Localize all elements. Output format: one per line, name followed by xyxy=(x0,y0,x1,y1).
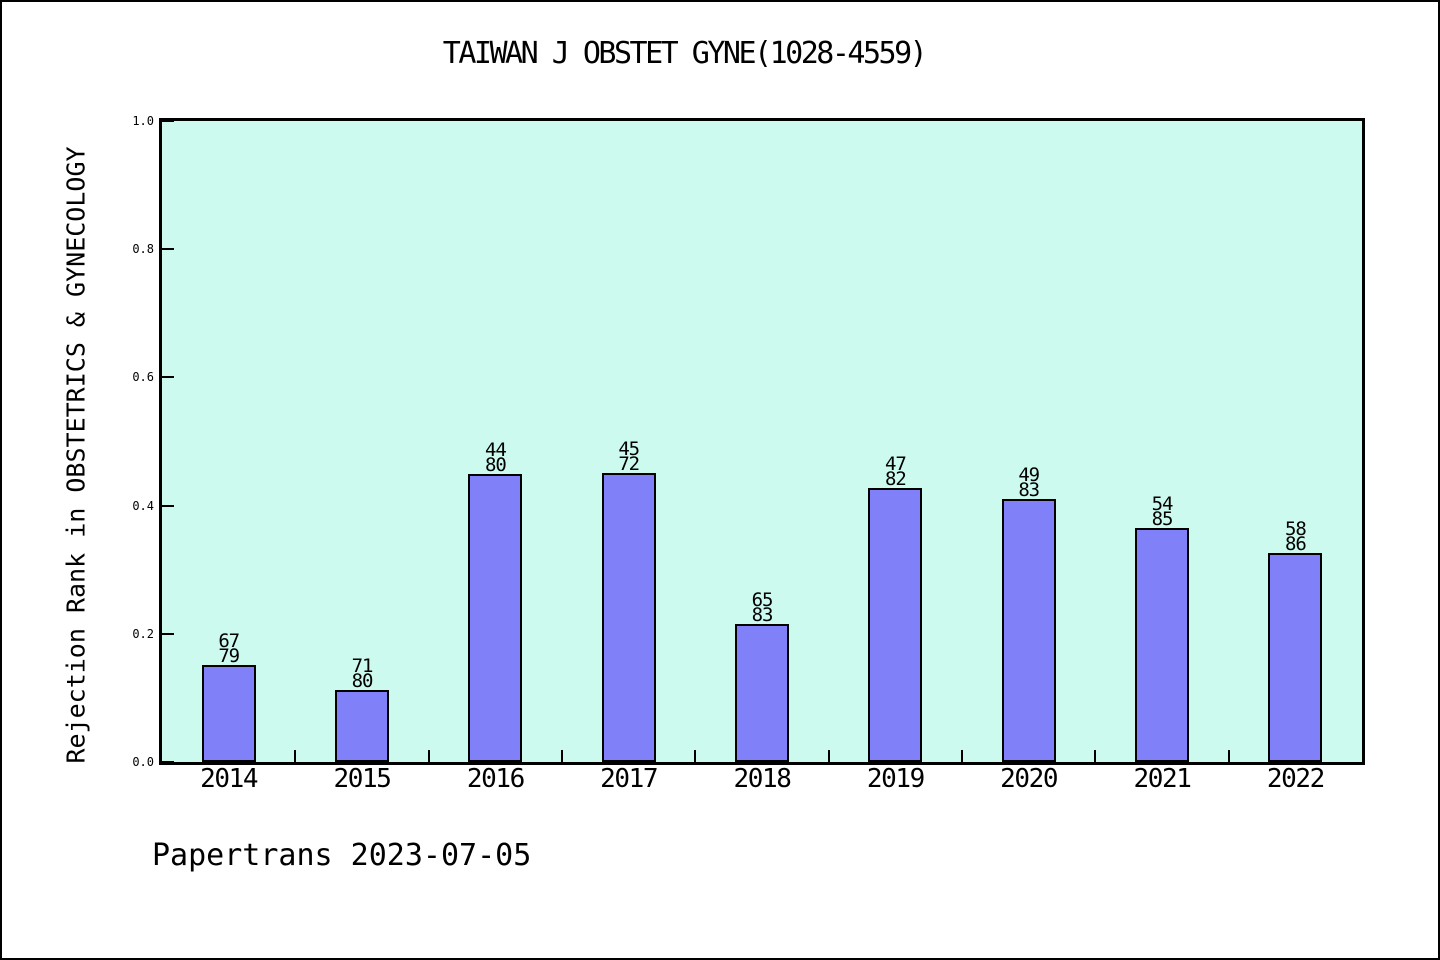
y-tick-mark xyxy=(162,504,174,507)
y-tick-label: 0.6 xyxy=(132,370,154,385)
x-tick-mark xyxy=(561,750,563,762)
bar-2022 xyxy=(1268,553,1323,762)
y-tick-label: 0.2 xyxy=(132,626,154,641)
y-tick-label: 0.8 xyxy=(132,242,154,257)
x-tick-mark xyxy=(1094,750,1097,762)
bar-value-label: 45 72 xyxy=(589,438,669,475)
bar-value-line: 54 xyxy=(1151,493,1174,515)
x-tick-mark xyxy=(694,750,697,762)
bar-value-line: 86 xyxy=(1284,533,1307,555)
x-tick-label: 2016 xyxy=(466,764,525,794)
x-tick-mark xyxy=(294,750,297,762)
x-tick-label: 2019 xyxy=(866,764,925,794)
chart-title: TAIWAN J OBSTET GYNE(1028-4559) xyxy=(442,36,928,71)
bar-value-line: 58 xyxy=(1284,518,1307,540)
bar-value-line: 82 xyxy=(884,468,907,490)
y-tick-mark xyxy=(162,632,174,635)
bar-2015 xyxy=(335,690,389,762)
x-tick-label: 2015 xyxy=(333,764,391,794)
bar-value-line: 83 xyxy=(751,604,774,626)
y-tick-label: 0.4 xyxy=(132,498,154,513)
y-tick-mark xyxy=(162,248,174,251)
watermark-text: Papertrans 2023-07-05 xyxy=(152,838,532,873)
bar-value-label: 65 83 xyxy=(722,589,802,626)
bar-value-line: 44 xyxy=(484,439,507,461)
bar-value-line: 72 xyxy=(618,453,640,475)
bar-2019 xyxy=(868,488,923,762)
x-tick-mark xyxy=(427,750,430,762)
y-tick-mark xyxy=(162,761,174,763)
bar-value-label: 58 86 xyxy=(1255,518,1335,555)
bar-value-line: 47 xyxy=(884,453,907,475)
bar-value-line: 45 xyxy=(618,438,640,460)
y-tick-label: 1.0 xyxy=(132,114,154,128)
bar-2020 xyxy=(1001,499,1056,762)
y-tick-label: 0.0 xyxy=(132,755,154,769)
x-tick-label: 2014 xyxy=(200,764,258,794)
bar-2018 xyxy=(735,624,789,762)
bar-value-line: 49 xyxy=(1018,464,1040,486)
bar-value-line: 83 xyxy=(1018,479,1040,501)
x-tick-label: 2017 xyxy=(600,764,658,794)
x-tick-mark xyxy=(961,750,963,762)
bar-value-line: 79 xyxy=(218,645,240,667)
y-tick-mark xyxy=(162,120,174,122)
x-tick-label: 2018 xyxy=(733,764,791,794)
bar-2016 xyxy=(468,474,523,762)
bar-value-label: 54 85 xyxy=(1122,493,1202,530)
bar-value-line: 71 xyxy=(351,655,374,677)
bar-2021 xyxy=(1135,528,1189,762)
x-tick-label: 2022 xyxy=(1266,764,1325,794)
y-tick-mark xyxy=(162,376,174,379)
x-tick-mark xyxy=(1227,750,1230,762)
y-axis-label: Rejection Rank in OBSTETRICS & GYNECOLOG… xyxy=(61,146,91,764)
bar-value-label: 49 83 xyxy=(989,464,1069,501)
bar-value-line: 67 xyxy=(218,630,240,652)
bar-value-line: 80 xyxy=(351,670,374,692)
bar-value-line: 85 xyxy=(1151,508,1174,530)
bar-value-line: 65 xyxy=(751,589,774,611)
bar-value-label: 71 80 xyxy=(322,655,402,692)
x-tick-label: 2020 xyxy=(1000,764,1058,794)
bar-value-label: 47 82 xyxy=(855,453,935,490)
x-tick-mark xyxy=(827,750,830,762)
bar-value-label: 67 79 xyxy=(189,630,269,667)
bar-value-label: 44 80 xyxy=(455,439,535,476)
bar-value-line: 80 xyxy=(484,454,507,476)
bar-2017 xyxy=(601,473,656,762)
x-tick-label: 2021 xyxy=(1133,764,1191,794)
bar-2014 xyxy=(201,665,256,762)
